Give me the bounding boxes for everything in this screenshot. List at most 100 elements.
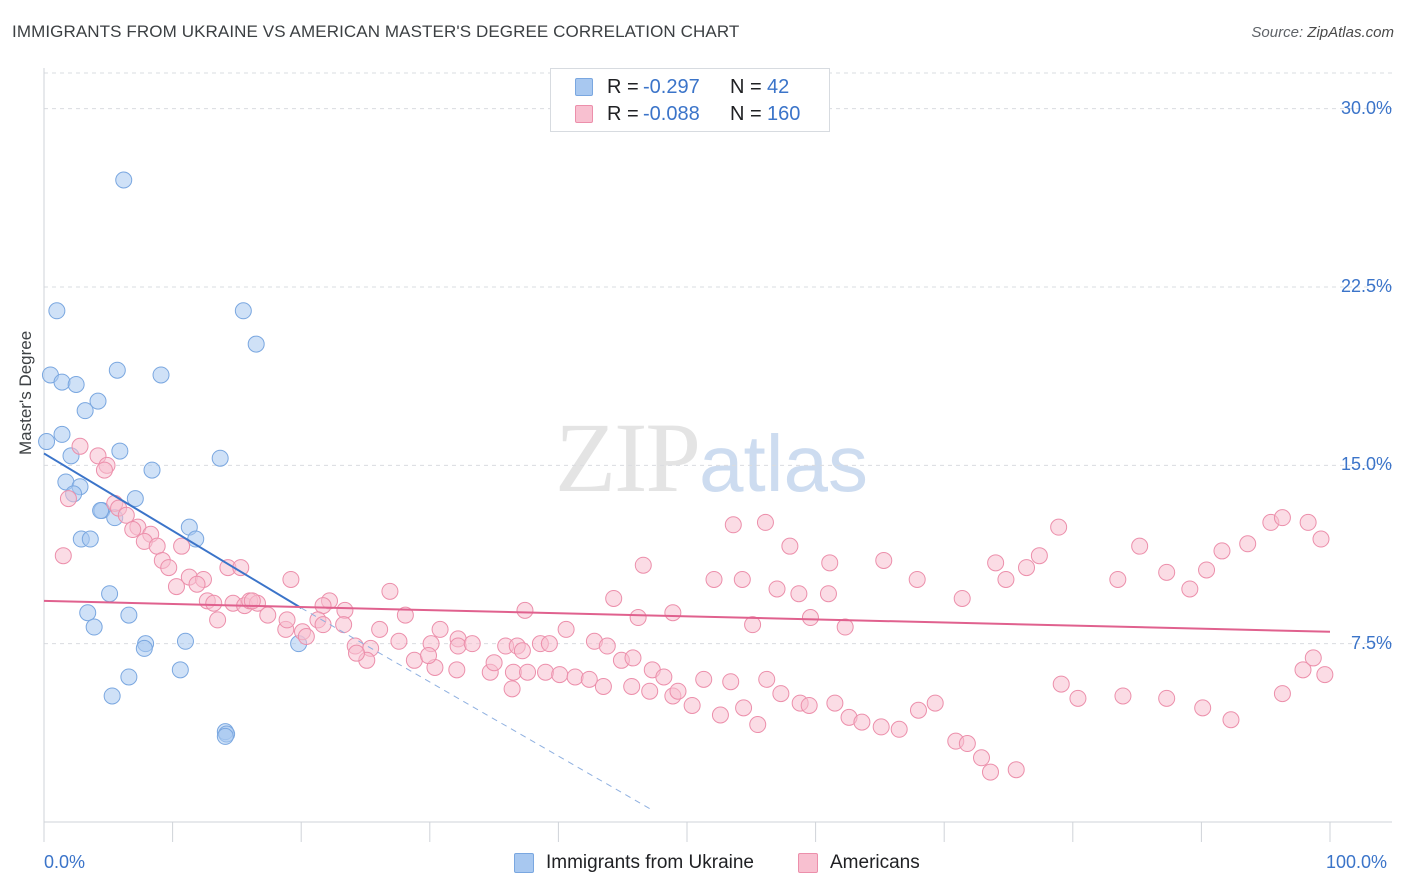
data-point [1213, 542, 1231, 560]
legend-row-ukraine: R = -0.297 N = 42 [575, 76, 789, 100]
data-point [135, 639, 153, 657]
data-point [801, 609, 819, 627]
data-point [1312, 530, 1330, 548]
data-point [781, 537, 799, 555]
data-point [79, 604, 97, 622]
data-point [1114, 687, 1132, 705]
data-point [53, 373, 71, 391]
data-point [89, 392, 107, 410]
data-point [120, 606, 138, 624]
data-point [1304, 649, 1322, 667]
data-point [669, 682, 687, 700]
data-point [463, 635, 481, 653]
data-point [234, 302, 252, 320]
data-point [53, 425, 71, 443]
data-point [853, 713, 871, 731]
ukraine-trend-line [43, 452, 302, 609]
legend-swatch-ukraine [575, 78, 593, 96]
data-point [744, 616, 762, 634]
data-point [448, 661, 466, 679]
data-point [1194, 699, 1212, 717]
data-point [117, 506, 135, 524]
data-point [826, 694, 844, 712]
data-point [821, 554, 839, 572]
data-point [664, 604, 682, 622]
zipatlas-watermark: ZIPatlas [555, 400, 868, 515]
legend-swatch-americans [575, 105, 593, 123]
legend-row-americans: R = -0.088 N = 160 [575, 103, 800, 127]
series-legend: Immigrants from Ukraine Americans [0, 852, 1406, 878]
data-point [1109, 570, 1127, 588]
data-point [259, 606, 277, 624]
data-point [160, 559, 178, 577]
data-point [92, 502, 110, 520]
data-point [1069, 689, 1087, 707]
watermark-atlas: atlas [699, 419, 868, 508]
data-point [371, 620, 389, 638]
correlation-legend: R = -0.297 N = 42 R = -0.088 N = 160 [550, 68, 830, 132]
data-point [76, 402, 94, 420]
data-point [1294, 661, 1312, 679]
data-point [711, 706, 729, 724]
data-point [103, 687, 121, 705]
data-point [171, 661, 189, 679]
data-point [173, 537, 191, 555]
data-point [875, 551, 893, 569]
data-point [314, 597, 332, 615]
data-point [176, 632, 194, 650]
ukraine-trend-extension [300, 607, 653, 811]
data-point [655, 668, 673, 686]
data-point [972, 749, 990, 767]
data-point [733, 570, 751, 588]
data-point [890, 720, 908, 738]
data-point [1158, 563, 1176, 581]
data-point [336, 601, 354, 619]
data-point [537, 663, 555, 681]
data-point [347, 644, 365, 662]
legend-r-value: -0.297 [643, 76, 700, 98]
data-point [431, 620, 449, 638]
y-tick-label: 15.0% [1340, 454, 1392, 475]
data-point [1198, 561, 1216, 579]
data-point [1158, 689, 1176, 707]
legend-n-label: N = [730, 76, 762, 98]
data-point [1181, 580, 1199, 598]
legend-label-americans: Americans [830, 852, 920, 873]
source-site[interactable]: ZipAtlas.com [1307, 24, 1394, 41]
data-point [211, 449, 229, 467]
data-point [188, 575, 206, 593]
data-point [405, 651, 423, 669]
data-point [981, 763, 999, 781]
data-point [594, 677, 612, 695]
data-point [115, 171, 133, 189]
data-point [516, 601, 534, 619]
data-point [768, 580, 786, 598]
data-point [314, 616, 332, 634]
data-point [997, 570, 1015, 588]
data-point [749, 716, 767, 734]
data-point [683, 696, 701, 714]
data-point [540, 635, 558, 653]
data-point [566, 668, 584, 686]
data-point [790, 585, 808, 603]
data-point [278, 611, 296, 629]
data-point [605, 589, 623, 607]
data-point [513, 642, 531, 660]
legend-label-ukraine: Immigrants from Ukraine [546, 852, 754, 873]
data-point [908, 570, 926, 588]
data-point [1050, 518, 1068, 536]
data-point [126, 490, 144, 508]
data-point [987, 554, 1005, 572]
data-point [772, 685, 790, 703]
data-point [124, 521, 142, 539]
data-point [449, 637, 467, 655]
data-point [953, 589, 971, 607]
data-point [909, 701, 927, 719]
data-point [722, 673, 740, 691]
data-point [59, 490, 77, 508]
data-point [396, 606, 414, 624]
data-point [297, 628, 315, 646]
data-point [1052, 675, 1070, 693]
data-point [420, 647, 438, 665]
data-point [1030, 547, 1048, 565]
